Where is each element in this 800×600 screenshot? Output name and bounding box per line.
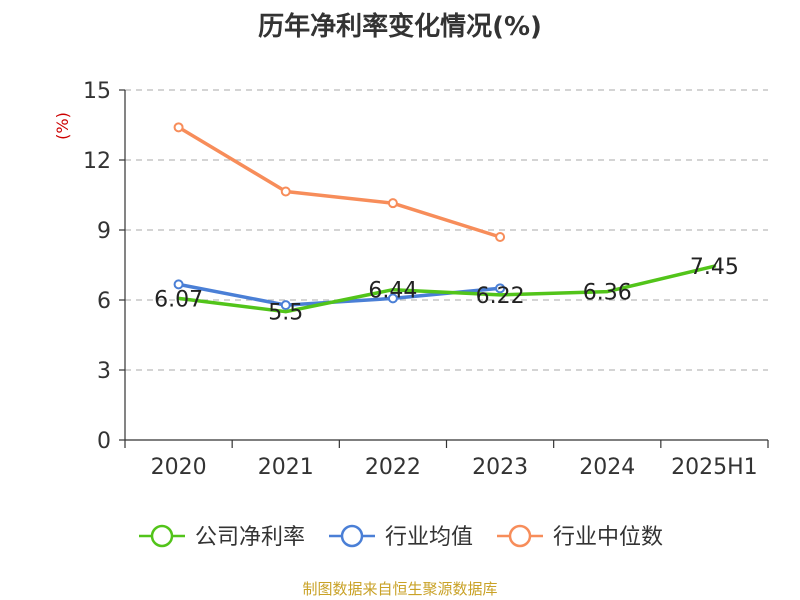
grid-layer: [125, 89, 768, 371]
legend-label: 行业中位数: [553, 525, 664, 550]
y-tick-label: 15: [83, 79, 111, 104]
source-note: 制图数据来自恒生聚源数据库: [302, 580, 498, 598]
legend-marker: [497, 524, 543, 548]
data-point: [280, 300, 291, 311]
y-tick-label: 6: [97, 289, 111, 314]
data-label: 6.22: [476, 284, 525, 309]
data-label: 6.44: [368, 279, 417, 304]
y-tick-label: 0: [97, 429, 111, 454]
data-point: [495, 232, 506, 242]
series-layer: [173, 122, 717, 314]
legend-marker-circle: [508, 524, 532, 548]
x-tick-label: 2023: [472, 455, 528, 480]
y-axis-label: (%): [53, 112, 72, 140]
data-label: 6.07: [154, 287, 203, 312]
x-tick-label: 2024: [579, 455, 635, 480]
series-line: [176, 125, 502, 239]
data-point: [173, 122, 184, 133]
legend-label: 行业均值: [384, 525, 473, 550]
y-tick-label: 3: [97, 359, 111, 384]
x-tick-label: 2021: [258, 455, 314, 480]
x-tick-label: 2025H1: [671, 455, 758, 480]
x-tick-label: 2020: [151, 455, 207, 480]
data-point: [387, 293, 398, 304]
data-label: 5.5: [268, 301, 303, 326]
legend-marker-circle: [150, 524, 174, 548]
legend-item[interactable]: 行业均值: [327, 520, 473, 552]
data-label: 6.36: [583, 281, 632, 306]
data-label-layer: 6.07 5.5 6.44 6.22 6.36 7.45: [154, 255, 739, 326]
legend-label: 公司净利率: [194, 525, 305, 550]
legend-marker: [138, 524, 185, 548]
legend-marker: [328, 524, 375, 548]
legend-item[interactable]: 行业中位数: [495, 520, 663, 552]
data-label: 7.45: [690, 255, 739, 280]
data-point: [280, 186, 291, 197]
y-tick-label: 9: [97, 219, 111, 244]
chart-title: 历年净利率变化情况(%): [258, 12, 542, 42]
x-tick-label: 2022: [365, 455, 421, 480]
legend-item[interactable]: 公司净利率: [137, 520, 305, 552]
legend-marker-circle: [340, 524, 364, 548]
y-tick-label: 12: [83, 149, 111, 174]
legend: 公司净利率 行业均值 行业中位数: [0, 520, 800, 552]
data-point: [173, 279, 184, 290]
axis-layer: 0 3 6 9 12 15 2020 2021 2022 2023 2024 2025H1: [83, 79, 769, 480]
data-point: [387, 198, 398, 209]
data-point: [495, 283, 506, 294]
series-line: [176, 264, 717, 314]
